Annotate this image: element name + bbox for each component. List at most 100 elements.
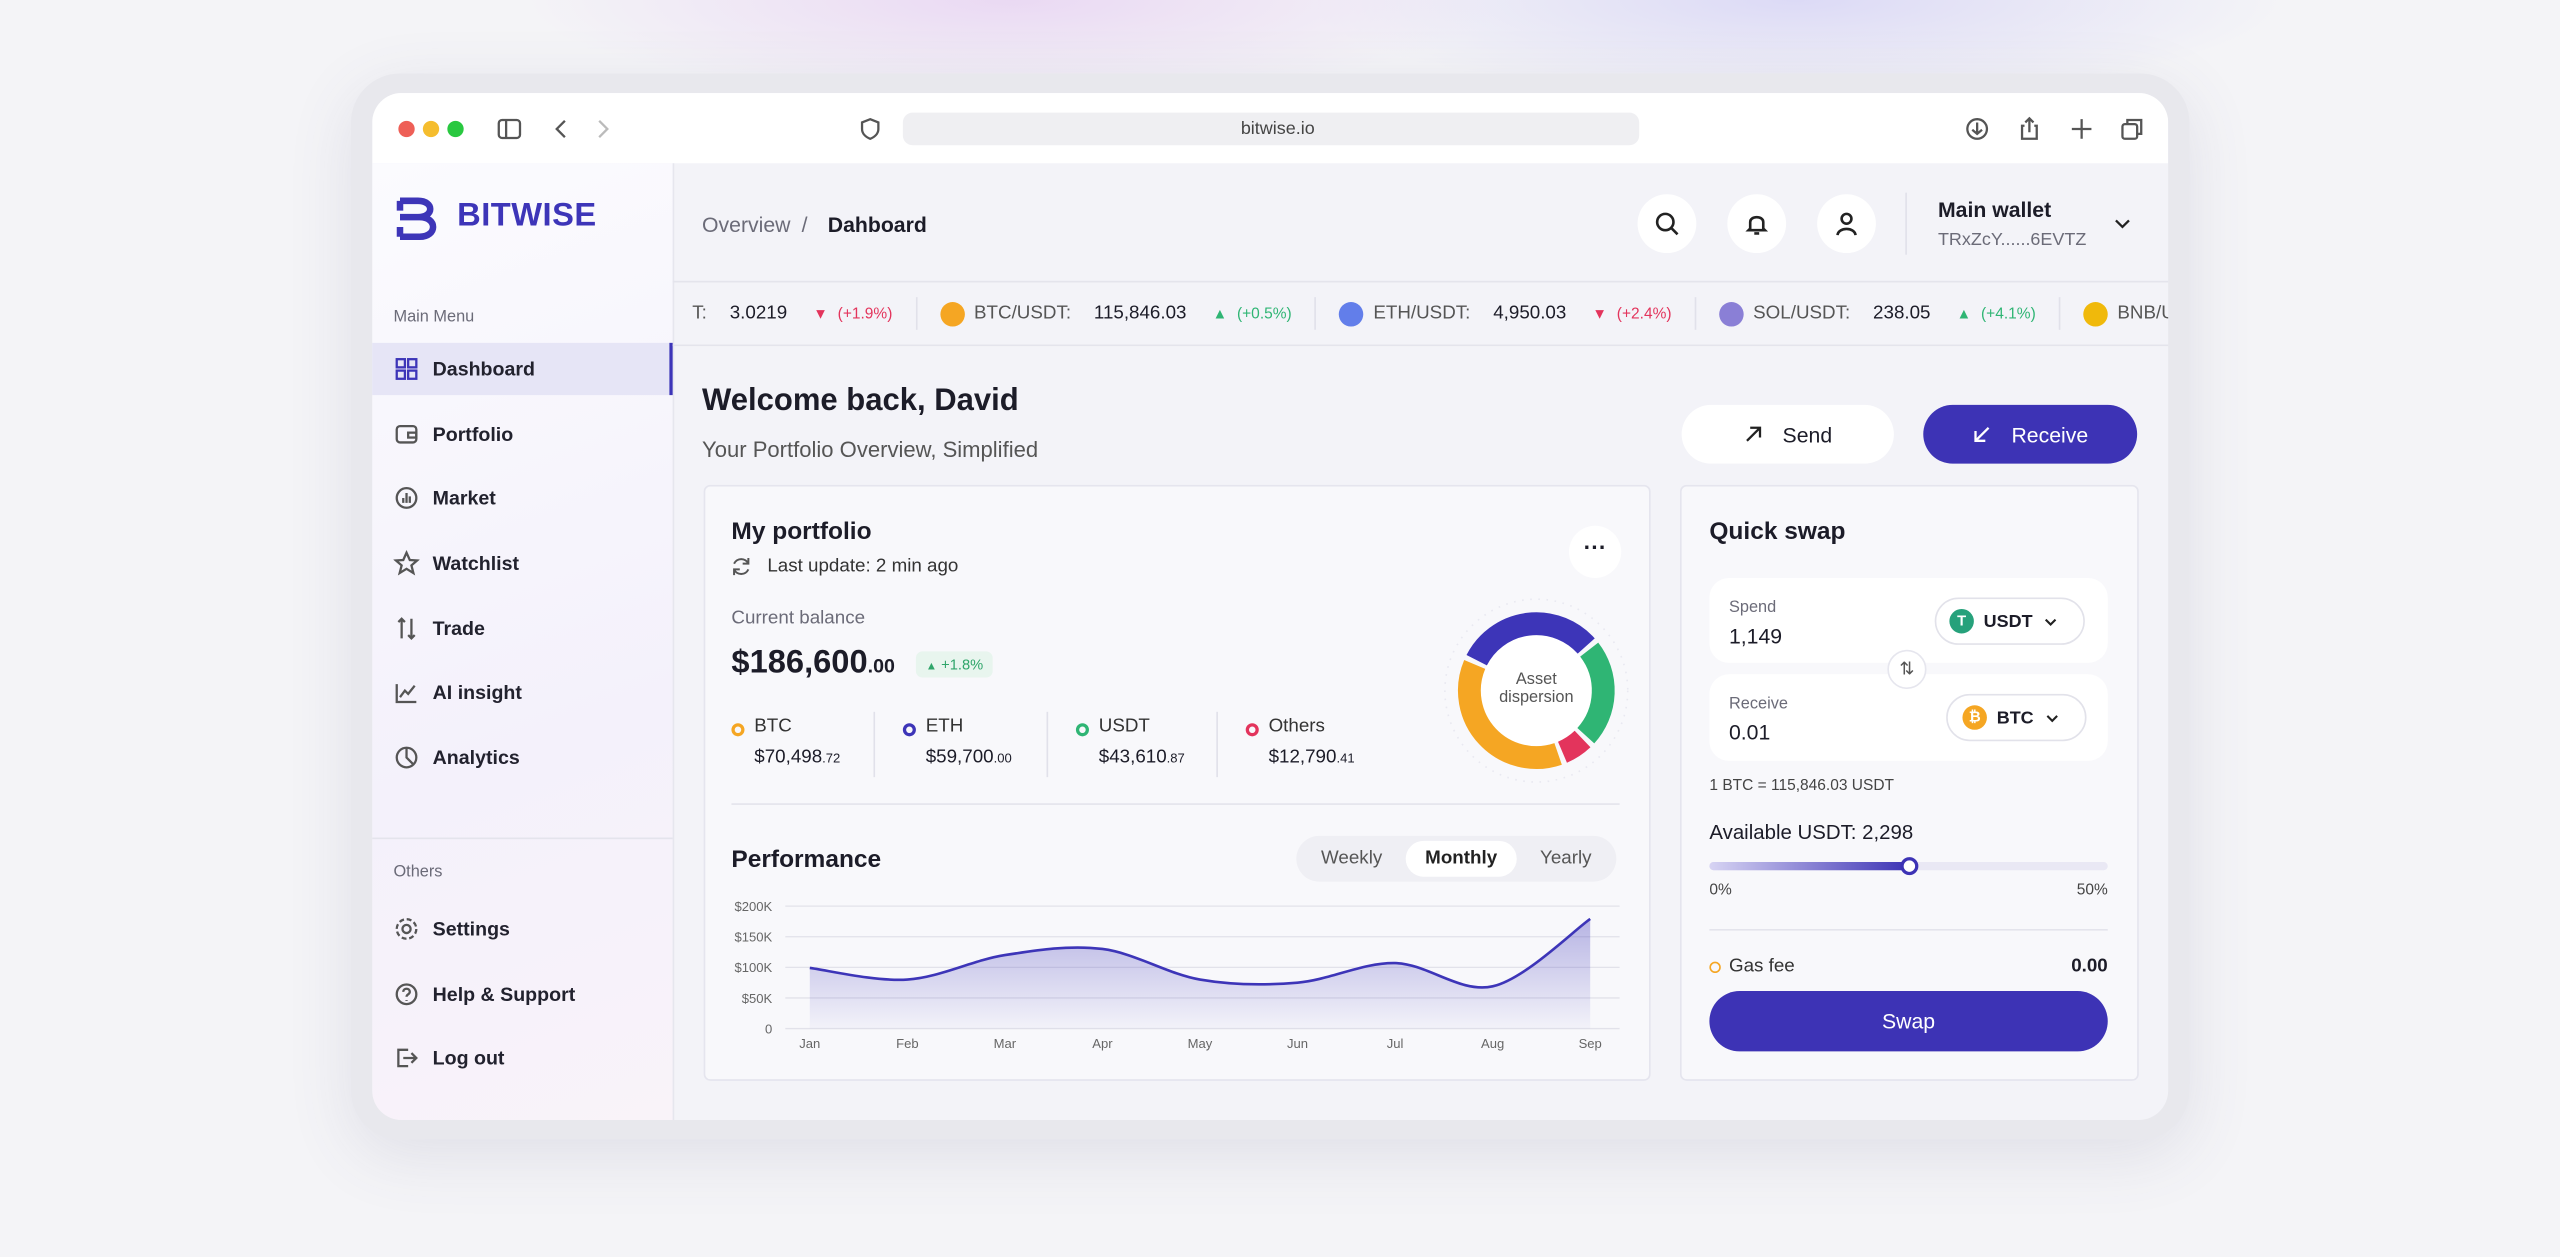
- shield-icon: [860, 117, 880, 141]
- range-tab[interactable]: Monthly: [1405, 840, 1517, 877]
- nav-item[interactable]: Portfolio: [432, 422, 514, 446]
- swap-button[interactable]: Swap: [1709, 991, 2108, 1052]
- brand-name: BITWISE: [457, 197, 597, 234]
- tabs-icon[interactable]: [2119, 116, 2145, 142]
- divider: [731, 803, 1620, 805]
- gas-dot: [1709, 961, 1721, 974]
- balance-decimals: .00: [867, 654, 895, 678]
- breadcrumb[interactable]: Overview: [702, 212, 791, 237]
- nav-item[interactable]: Dashboard: [432, 357, 535, 381]
- share-icon[interactable]: [2016, 116, 2042, 142]
- nav-item[interactable]: Settings: [432, 917, 510, 941]
- wallet-dropdown[interactable]: [2109, 211, 2135, 237]
- asset-amount-value: $59,700: [925, 747, 994, 768]
- coin-icon: [1718, 301, 1744, 326]
- asset-amount: $43,610.87: [1099, 748, 1185, 768]
- url-bar[interactable]: [902, 112, 1640, 146]
- send-icon: [1745, 426, 1761, 442]
- spend-amount[interactable]: 1,149: [1728, 623, 1783, 649]
- gas-value: 0.00: [2071, 956, 2108, 977]
- asset-amount: $59,700.00: [926, 748, 1012, 768]
- receive-button[interactable]: Receive: [1923, 404, 2138, 464]
- logo-mark: [396, 197, 437, 240]
- balance-change: ▲ +1.8%: [915, 651, 994, 678]
- range-tab[interactable]: Weekly: [1321, 848, 1383, 869]
- donut-segment: [1557, 730, 1591, 763]
- menu-title: Main Menu: [393, 308, 475, 327]
- asset-amount: $70,498.72: [754, 748, 840, 768]
- receive-icon: [1974, 426, 1990, 442]
- sidebar-toggle[interactable]: [496, 116, 522, 142]
- asset-amount-value: $70,498: [754, 747, 823, 768]
- asset-amount-value: $43,610: [1098, 747, 1167, 768]
- asset-amount-decimals: .87: [1166, 751, 1185, 766]
- donut-segment: [1577, 642, 1615, 744]
- nav-item[interactable]: Watchlist: [432, 551, 520, 575]
- slider-knob[interactable]: [1900, 857, 1919, 876]
- breadcrumb-separator: /: [801, 212, 808, 237]
- asset-amount-decimals: .00: [993, 751, 1012, 766]
- spend-token[interactable]: T USDT: [1934, 597, 2085, 645]
- active-nav-bg: [372, 342, 673, 396]
- trade-icon: [397, 617, 416, 640]
- balance-value: $186,600: [731, 644, 868, 681]
- y-tick-label: $150K: [735, 930, 773, 945]
- back-button[interactable]: [549, 116, 575, 142]
- portfolio-title: My portfolio: [731, 517, 872, 546]
- nav-item[interactable]: AI insight: [432, 680, 522, 704]
- nav-item[interactable]: Log out: [432, 1046, 505, 1070]
- swap-direction-button[interactable]: ⇅: [1887, 649, 1927, 689]
- ticker-arrow: ▲: [1212, 305, 1228, 322]
- welcome-title: Welcome back, David: [702, 383, 1019, 418]
- divider: [372, 837, 673, 840]
- gas-label: Gas fee: [1728, 956, 1795, 977]
- chevron: [2044, 618, 2057, 626]
- nav-item[interactable]: Trade: [432, 617, 485, 640]
- notifications-button[interactable]: [1727, 194, 1787, 254]
- refresh-icon[interactable]: [730, 555, 753, 578]
- x-tick-label: Mar: [994, 1036, 1017, 1051]
- minimize-dot[interactable]: [422, 120, 440, 138]
- nav-item[interactable]: Help & Support: [432, 982, 576, 1006]
- logout-icon: [397, 1048, 418, 1068]
- asset-name: USDT: [1098, 716, 1150, 737]
- chevron: [2045, 714, 2058, 722]
- asset-dot: [1245, 723, 1259, 737]
- y-tick-label: 0: [765, 1021, 772, 1036]
- asset-dot: [731, 723, 745, 737]
- wallet-name[interactable]: Main wallet: [1937, 197, 2052, 223]
- close-dot[interactable]: [398, 120, 415, 138]
- more-button[interactable]: ···: [1568, 525, 1622, 578]
- bell-icon: [1745, 215, 1769, 235]
- profile-button[interactable]: [1817, 194, 1876, 254]
- asset-name: ETH: [925, 716, 964, 737]
- usdt-icon: T: [1949, 608, 1974, 634]
- donut-label: Asset dispersion: [1471, 671, 1602, 707]
- y-tick-label: $200K: [735, 899, 773, 914]
- divider: [1709, 928, 2108, 931]
- zoom-dot[interactable]: [447, 120, 464, 138]
- asset-amount: $12,790.41: [1269, 748, 1355, 768]
- menu-title: Others: [393, 863, 443, 882]
- portfolio-icon: [395, 424, 418, 444]
- ticker-item: T: 3.0219 ▼ (+1.9%): [673, 297, 916, 330]
- slider-track[interactable]: [1709, 857, 2108, 876]
- forward-button[interactable]: [589, 116, 615, 142]
- nav-item[interactable]: Analytics: [432, 746, 520, 769]
- ticker-price: 115,846.03: [1093, 303, 1187, 324]
- x-tick-label: Feb: [896, 1036, 918, 1051]
- asset-divider: [1046, 711, 1049, 778]
- welcome-subtitle: Your Portfolio Overview, Simplified: [702, 437, 1039, 463]
- range-tab[interactable]: Yearly: [1540, 848, 1592, 869]
- url: bitwise.io: [1240, 119, 1315, 139]
- search-button[interactable]: [1637, 194, 1697, 254]
- nav-item[interactable]: Market: [432, 486, 496, 510]
- receive-token[interactable]: ₿ BTC: [1946, 693, 2087, 742]
- donut-label-line: dispersion: [1499, 688, 1574, 707]
- send-button[interactable]: Send: [1681, 404, 1894, 464]
- download-icon[interactable]: [1964, 116, 1990, 142]
- asset-donut: [1444, 598, 1629, 783]
- x-tick-label: May: [1188, 1036, 1213, 1051]
- new-tab-icon[interactable]: [2069, 116, 2095, 142]
